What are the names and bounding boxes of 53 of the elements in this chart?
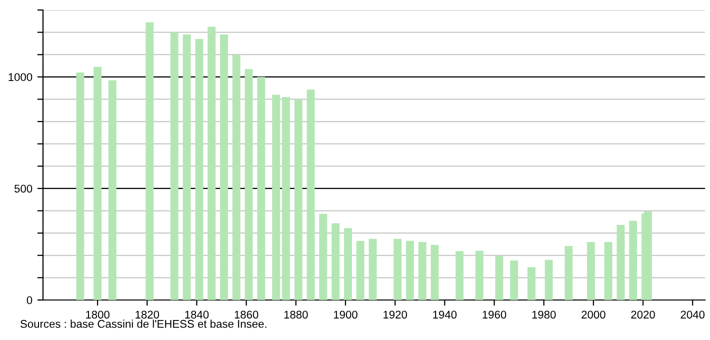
bar [544,260,553,300]
bar [282,97,290,300]
bar [586,242,595,300]
bar [564,246,573,300]
bar [430,244,439,300]
bar [94,66,102,300]
bar [182,34,191,300]
bar [394,238,402,300]
bar [616,224,625,300]
x-tick-label: 1820 [136,310,160,319]
x-tick-label: 1840 [185,310,209,319]
x-tick-label: 1940 [433,310,457,319]
bar [368,238,377,300]
bar [195,39,204,300]
bar [257,76,266,300]
y-tick-label: 500 [14,184,32,193]
x-tick-label: 1900 [334,310,358,319]
x-tick-label: 1980 [532,310,556,319]
bar [406,240,414,300]
x-tick-label: 1960 [482,310,506,319]
bar [108,80,116,300]
x-tick-label: 1880 [284,310,308,319]
y-tick-label: 1000 [8,73,32,82]
y-tick-label: 0 [26,296,32,304]
bar [232,54,240,300]
bar [170,32,178,300]
x-tick-label: 2020 [631,310,655,319]
bar [146,22,154,300]
bar [244,69,253,300]
bar [475,250,484,300]
bar [510,260,518,300]
bar [495,256,504,300]
bar [629,220,638,300]
bar [332,223,340,300]
bar [272,94,280,300]
bar [306,90,315,300]
x-tick-label: 1920 [384,310,407,319]
bar [294,100,302,300]
bar [418,242,426,300]
bar [604,242,612,300]
x-tick-label: 2000 [582,310,606,319]
bar [527,267,536,300]
x-tick-label: 2040 [680,310,705,319]
bar [344,228,352,300]
x-tick-label: 1800 [86,310,110,319]
bar [76,72,84,300]
bar [220,34,228,300]
bar [356,240,364,300]
bar [456,251,464,300]
x-tick-label: 1860 [234,310,258,319]
source-note: Sources : base Cassini de l'EHESS et base Insee. [20,320,266,328]
bar [319,214,328,300]
bar [208,26,216,300]
